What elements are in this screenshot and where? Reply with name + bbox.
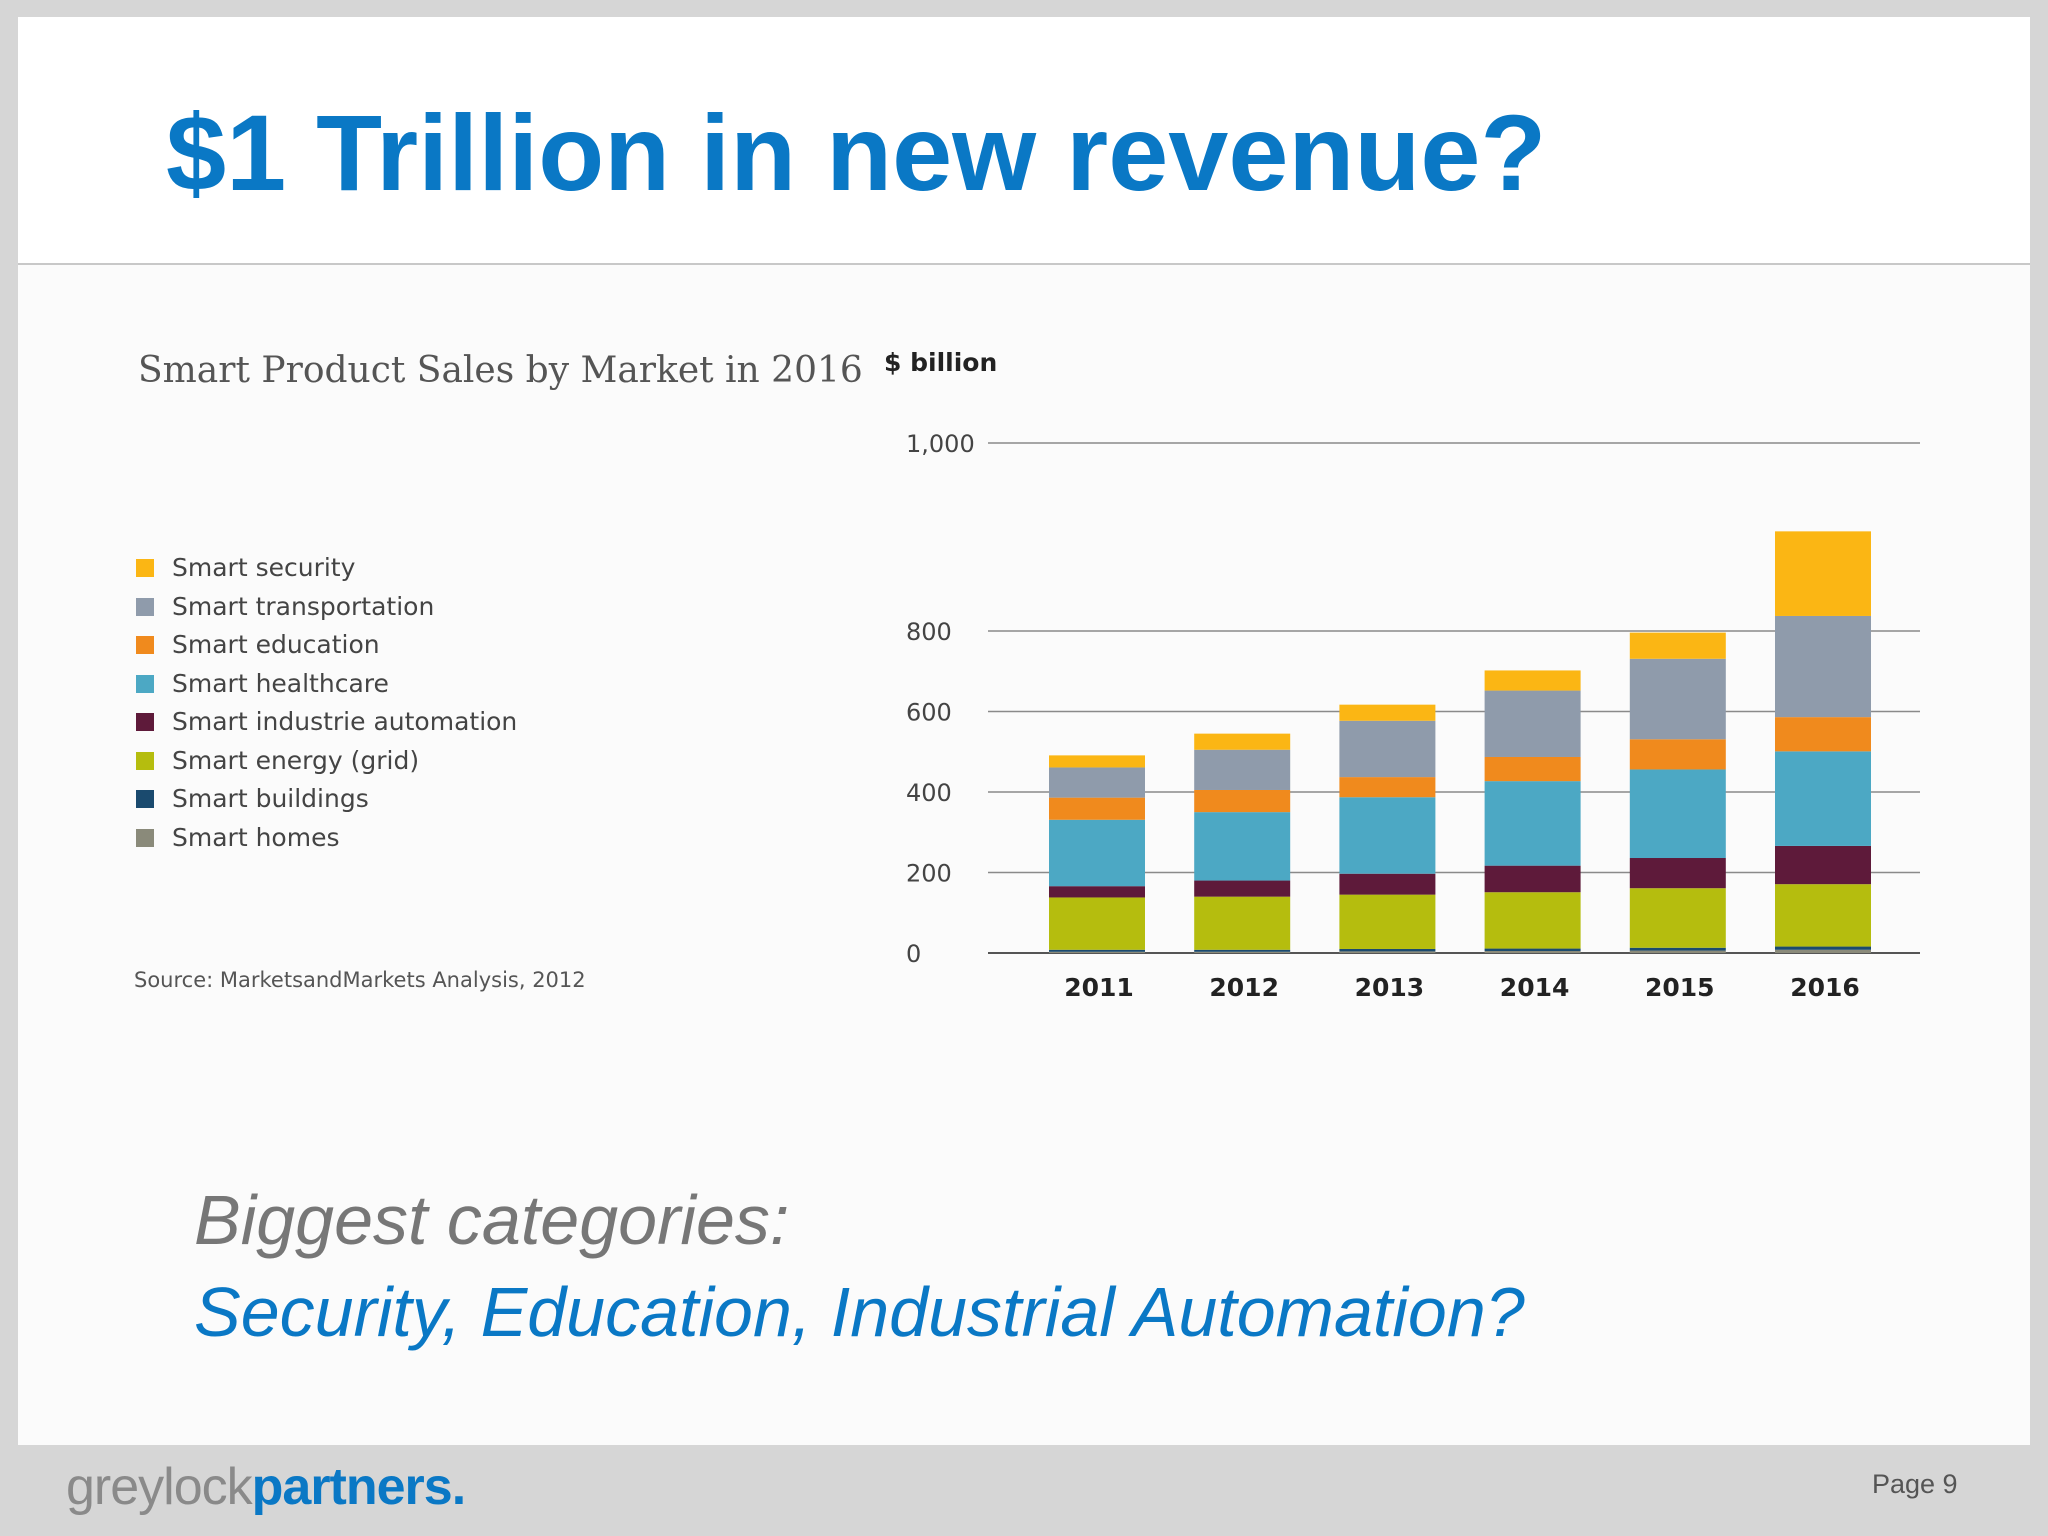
bar-segment <box>1484 865 1581 893</box>
greylock-logo: greylockpartners. <box>66 1457 467 1517</box>
chart-source: Source: MarketsandMarkets Analysis, 2012 <box>134 968 586 992</box>
bar-segment <box>1775 717 1871 752</box>
bar-segment <box>1775 949 1871 953</box>
bar-segment <box>1049 819 1145 887</box>
legend-swatch <box>136 597 154 616</box>
legend-label: Smart homes <box>172 822 340 852</box>
bar-segment <box>1484 781 1581 866</box>
bar-segment <box>1339 704 1436 721</box>
bar-segment <box>1049 897 1145 950</box>
page-number: Page 9 <box>1872 1469 1958 1499</box>
bar-segment <box>1775 845 1871 885</box>
legend-swatch <box>136 751 154 770</box>
legend-swatch <box>136 828 154 847</box>
bar-segment <box>1339 894 1436 949</box>
bar-segment <box>1484 670 1581 691</box>
bar-segment <box>1194 949 1291 952</box>
bar-segment <box>1629 769 1726 859</box>
bar-segment <box>1629 947 1726 951</box>
bar-segment <box>1339 797 1436 874</box>
bar-segment <box>1775 946 1871 950</box>
bar-segment <box>1629 888 1726 948</box>
y-tick-label: 1,000 <box>906 430 975 458</box>
legend-label: Smart transportation <box>172 591 435 621</box>
legend-label: Smart education <box>172 630 380 659</box>
legend-swatch <box>136 636 154 654</box>
bar-chart: 0 200 400 600 800 1,000 2011 2012 2013 2014 2015 20… <box>906 430 1920 1002</box>
logo-part1: greylock <box>66 1458 253 1516</box>
y-tick-label: 200 <box>906 860 952 888</box>
y-axis-label: $ billion <box>884 348 998 377</box>
y-tick-label: 800 <box>906 618 952 646</box>
bar-segment <box>1194 789 1291 813</box>
bar-segment <box>1049 951 1145 953</box>
bar-segment <box>1775 751 1871 846</box>
legend-label: Smart buildings <box>172 784 369 813</box>
bar-segment <box>1194 812 1291 881</box>
chart-title: Smart Product Sales by Market in 2016 <box>138 350 863 391</box>
bar-segment <box>1339 777 1436 798</box>
bar-segment <box>1629 858 1726 889</box>
title-divider <box>18 263 2030 265</box>
bar-segment <box>1194 896 1291 950</box>
bullet-heading: Biggest categories: <box>194 1181 790 1259</box>
bar-segment <box>1049 767 1145 798</box>
legend-swatch <box>136 790 154 808</box>
legend-swatch <box>136 713 154 731</box>
bar-segment <box>1049 797 1145 820</box>
bar-segment <box>1629 950 1726 953</box>
y-tick-label: 400 <box>906 779 952 807</box>
logo-part2: partners. <box>251 1458 467 1516</box>
bar-segment <box>1484 892 1581 949</box>
bar-segment <box>1629 739 1726 770</box>
x-tick-label: 2011 <box>1064 973 1134 1002</box>
legend-swatch <box>136 674 154 693</box>
bar-segment <box>1775 531 1871 616</box>
x-tick-label: 2016 <box>1790 973 1860 1002</box>
legend-label: Smart energy (grid) <box>172 745 420 775</box>
bar-segment <box>1484 950 1581 953</box>
y-tick-label: 0 <box>906 940 921 968</box>
bar-segment <box>1049 755 1145 768</box>
bullet-body: Security, Education, Industrial Automati… <box>194 1273 1525 1351</box>
bar-segment <box>1484 948 1581 951</box>
bar-segment <box>1629 632 1726 659</box>
x-tick-label: 2013 <box>1355 973 1425 1002</box>
bar-segment <box>1339 873 1436 895</box>
bar-segment <box>1775 884 1871 947</box>
footer: greylockpartners. Page 9 <box>0 1445 2048 1536</box>
legend-label: Smart industrie automation <box>172 707 518 736</box>
y-tick-label: 600 <box>906 699 952 727</box>
legend-label: Smart security <box>172 553 356 582</box>
bar-segment <box>1339 720 1436 778</box>
bar-segment <box>1629 658 1726 740</box>
bar-segment <box>1339 948 1436 952</box>
bar-segment <box>1339 951 1436 953</box>
bar-segment <box>1194 733 1291 750</box>
bar-segment <box>1484 756 1581 782</box>
bar-segment <box>1775 615 1871 718</box>
slide-title: $1 Trillion in new revenue? <box>166 92 1547 213</box>
x-tick-label: 2015 <box>1645 973 1715 1002</box>
bar-segment <box>1049 886 1145 898</box>
legend-label: Smart healthcare <box>172 668 389 698</box>
legend-swatch <box>136 559 154 577</box>
title-area: $1 Trillion in new revenue? <box>18 17 2030 263</box>
bar-segment <box>1484 690 1581 757</box>
x-tick-label: 2012 <box>1209 973 1279 1002</box>
x-tick-label: 2014 <box>1500 973 1570 1002</box>
bar-segment <box>1194 749 1291 790</box>
bar-segment <box>1049 949 1145 952</box>
bar-segment <box>1194 951 1291 953</box>
bar-segment <box>1194 880 1291 897</box>
